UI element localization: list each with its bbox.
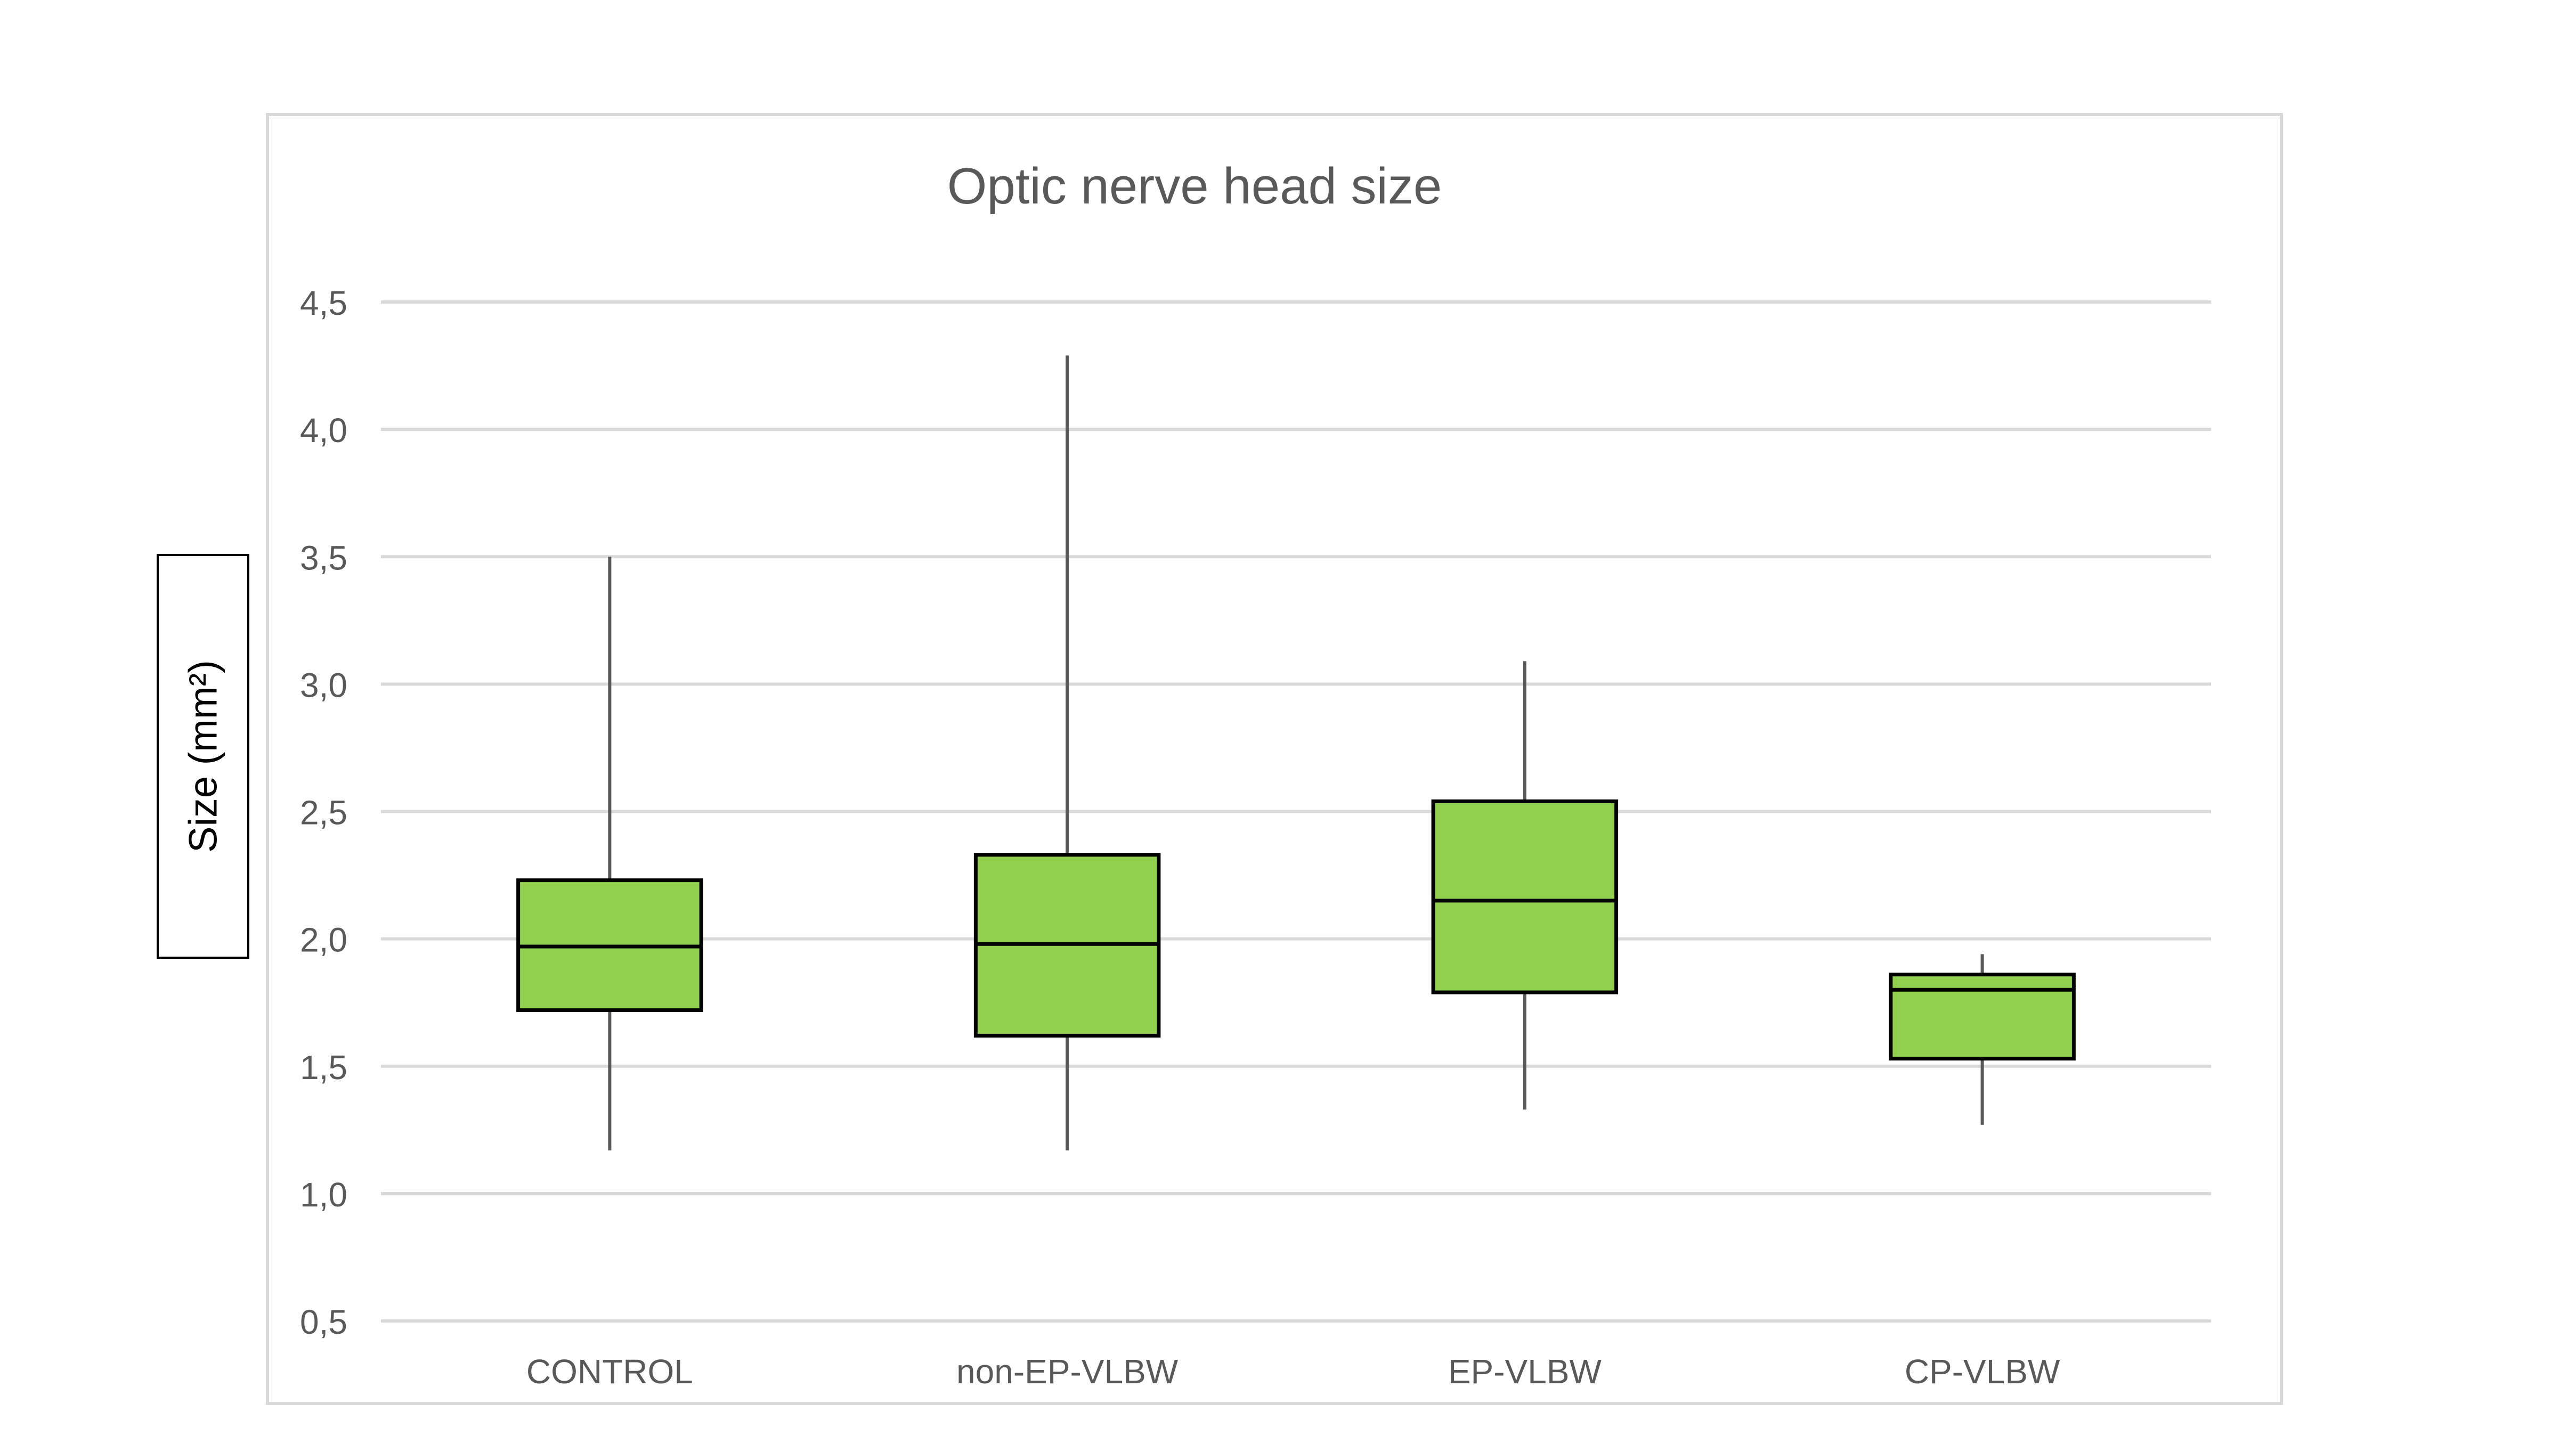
- boxplot-non-ep-vlbw: [973, 355, 1161, 1151]
- y-tick-label: 3,0: [300, 666, 347, 704]
- y-tick-label: 2,5: [300, 794, 347, 832]
- y-axis-label: Size (mm²): [181, 660, 225, 853]
- chart-title: Optic nerve head size: [947, 158, 1442, 215]
- y-tick-label: 1,5: [300, 1048, 347, 1087]
- y-tick-label: 0,5: [300, 1303, 347, 1341]
- x-tick-label: EP-VLBW: [1448, 1352, 1602, 1391]
- y-tick-label: 2,0: [300, 921, 347, 959]
- y-tick-label: 4,0: [300, 411, 347, 450]
- boxplot-control: [516, 557, 703, 1151]
- boxplot-cp-vlbw: [1889, 954, 2076, 1125]
- iqr-box: [1431, 799, 1619, 994]
- x-axis-category-labels: CONTROL non-EP-VLBW EP-VLBW CP-VLBW: [526, 1352, 2060, 1391]
- iqr-box: [1889, 973, 2076, 1061]
- x-tick-label: non-EP-VLBW: [956, 1352, 1179, 1391]
- y-axis-tick-labels: 0,5 1,0 1,5 2,0 2,5 3,0 3,5 4,0 4,5: [300, 284, 347, 1341]
- y-tick-label: 4,5: [300, 284, 347, 322]
- chart-area-border: [266, 113, 2283, 1405]
- x-tick-label: CP-VLBW: [1905, 1352, 2060, 1391]
- y-tick-label: 1,0: [300, 1176, 347, 1214]
- boxplots: [516, 355, 2076, 1151]
- boxplot-ep-vlbw: [1431, 661, 1619, 1110]
- y-tick-label: 3,5: [300, 539, 347, 577]
- y-axis-label-box: Size (mm²): [157, 554, 249, 959]
- x-tick-label: CONTROL: [526, 1352, 693, 1391]
